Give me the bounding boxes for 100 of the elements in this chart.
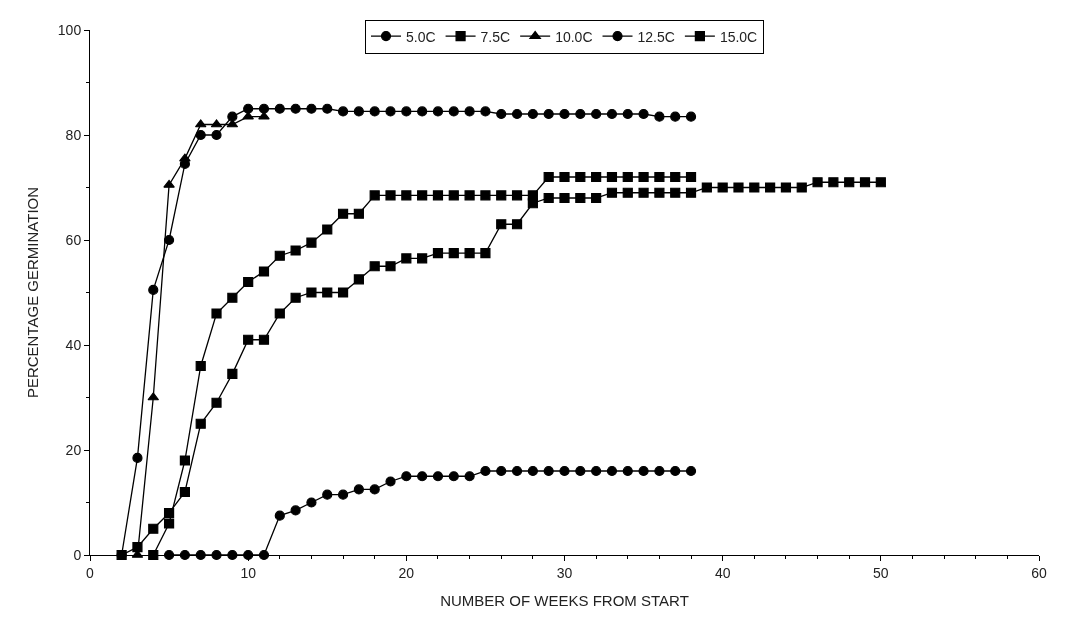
point bbox=[322, 287, 333, 298]
legend-label: 7.5C bbox=[480, 28, 511, 45]
point bbox=[148, 284, 159, 295]
point bbox=[670, 111, 681, 122]
point bbox=[448, 248, 459, 259]
point bbox=[132, 542, 143, 553]
point bbox=[385, 476, 396, 487]
point bbox=[606, 108, 618, 120]
point bbox=[575, 108, 586, 120]
x-tick-label: 50 bbox=[873, 564, 889, 581]
point bbox=[385, 190, 396, 201]
point bbox=[417, 106, 428, 117]
point bbox=[559, 192, 570, 204]
point bbox=[227, 111, 238, 122]
point bbox=[575, 465, 586, 477]
x-tick-label: 20 bbox=[398, 564, 415, 581]
point bbox=[417, 471, 428, 482]
point bbox=[195, 129, 206, 141]
point bbox=[654, 187, 665, 198]
point bbox=[290, 103, 301, 114]
point bbox=[464, 471, 475, 482]
point bbox=[527, 198, 538, 209]
point bbox=[480, 248, 491, 259]
point bbox=[543, 465, 554, 477]
x-tick-label: 10 bbox=[240, 564, 257, 581]
point bbox=[369, 106, 380, 117]
point bbox=[369, 484, 380, 495]
point bbox=[274, 250, 285, 261]
point bbox=[543, 171, 554, 183]
point bbox=[575, 192, 586, 204]
point bbox=[780, 182, 792, 193]
point bbox=[685, 187, 697, 198]
point bbox=[496, 219, 507, 230]
point bbox=[448, 471, 459, 482]
point bbox=[828, 177, 839, 188]
point bbox=[163, 507, 175, 519]
point bbox=[163, 518, 175, 529]
x-tick-label: 30 bbox=[556, 564, 573, 581]
point bbox=[401, 253, 412, 264]
point bbox=[591, 171, 602, 183]
point bbox=[480, 465, 491, 477]
point bbox=[258, 334, 270, 345]
x-tick-label: 40 bbox=[714, 564, 731, 581]
point bbox=[274, 308, 285, 319]
point bbox=[258, 266, 270, 277]
point bbox=[464, 106, 475, 117]
point bbox=[258, 103, 270, 114]
point bbox=[432, 248, 444, 259]
point bbox=[448, 106, 459, 117]
point bbox=[274, 103, 285, 114]
point bbox=[243, 276, 254, 288]
point bbox=[243, 549, 254, 561]
point bbox=[163, 179, 175, 188]
point bbox=[685, 111, 697, 122]
point bbox=[606, 465, 618, 477]
y-axis-title: PERCENTAGE GERMINATION bbox=[24, 186, 42, 399]
point bbox=[401, 190, 412, 201]
point bbox=[432, 190, 444, 201]
y-tick-label: 40 bbox=[65, 336, 82, 353]
point bbox=[496, 465, 507, 477]
x-axis-title: NUMBER OF WEEKS FROM START bbox=[440, 591, 689, 609]
point bbox=[622, 465, 633, 477]
point bbox=[464, 190, 475, 201]
point bbox=[448, 190, 459, 201]
point bbox=[606, 171, 618, 183]
point bbox=[353, 106, 364, 117]
point bbox=[385, 106, 396, 117]
legend-label: 5.0C bbox=[406, 28, 436, 45]
point bbox=[211, 397, 222, 408]
point bbox=[480, 190, 491, 201]
point bbox=[243, 334, 254, 345]
point bbox=[432, 471, 444, 482]
point bbox=[717, 182, 728, 193]
point bbox=[859, 177, 871, 188]
point bbox=[274, 510, 285, 521]
point bbox=[670, 465, 681, 477]
y-tick-label: 60 bbox=[65, 231, 82, 248]
point bbox=[195, 418, 206, 429]
point bbox=[527, 465, 538, 477]
point bbox=[385, 261, 396, 272]
point bbox=[401, 471, 412, 482]
point bbox=[591, 108, 602, 120]
legend-label: 10.0C bbox=[555, 28, 593, 45]
point bbox=[527, 108, 538, 120]
point bbox=[353, 274, 364, 285]
x-tick-label: 0 bbox=[86, 564, 95, 581]
point bbox=[322, 103, 333, 114]
point bbox=[685, 465, 697, 477]
point bbox=[670, 187, 681, 198]
point bbox=[148, 523, 159, 534]
point bbox=[132, 452, 143, 463]
point bbox=[243, 103, 254, 114]
point bbox=[812, 177, 823, 188]
point bbox=[306, 237, 317, 248]
point bbox=[765, 182, 776, 193]
point bbox=[559, 465, 570, 477]
point bbox=[606, 187, 618, 198]
point bbox=[417, 190, 428, 201]
point bbox=[401, 106, 412, 117]
point bbox=[496, 108, 507, 120]
